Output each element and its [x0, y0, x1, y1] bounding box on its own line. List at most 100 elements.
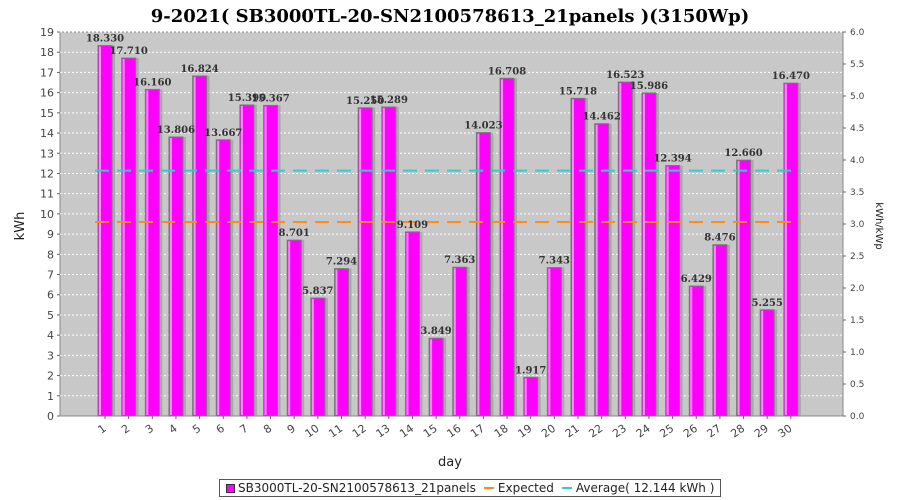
y-tick-label: 7	[47, 269, 54, 282]
x-tick-label: 1	[96, 422, 109, 437]
y2-tick-label: 2.0	[850, 284, 865, 294]
y2-tick-label: 3.0	[850, 220, 865, 230]
x-tick-label: 19	[515, 422, 534, 441]
x-tick-label: 25	[657, 422, 676, 441]
y-tick-label: 10	[40, 208, 54, 221]
y-tick-label: 19	[40, 26, 54, 39]
y-tick-label: 1	[47, 390, 54, 403]
x-tick-label: 30	[776, 422, 795, 441]
x-tick-label: 27	[705, 422, 724, 441]
data-label: 17.710	[110, 46, 148, 57]
bar-highlight	[240, 105, 243, 416]
x-tick-label: 4	[166, 422, 179, 437]
y-tick-label: 18	[40, 46, 54, 59]
bar-highlight	[169, 137, 172, 415]
y-tick-label: 13	[40, 147, 54, 160]
y-tick-label: 5	[47, 309, 54, 322]
y2-tick-label: 5.5	[850, 60, 864, 70]
data-label: 9.109	[397, 220, 428, 231]
data-label: 15.718	[559, 86, 597, 97]
y-tick-label: 8	[47, 248, 54, 261]
y-tick-label: 12	[40, 167, 54, 180]
bar-highlight	[430, 339, 433, 415]
y2-tick-label: 3.5	[850, 188, 864, 198]
bar-highlight	[146, 90, 149, 416]
data-label: 3.849	[420, 326, 451, 337]
y2-tick-label: 1.0	[850, 348, 865, 358]
bar-highlight	[737, 161, 740, 415]
bar-highlight	[217, 140, 220, 416]
y-tick-label: 16	[40, 87, 54, 100]
data-label: 18.330	[86, 34, 124, 45]
y2-tick-label: 0.0	[850, 412, 865, 422]
y-tick-label: 11	[40, 188, 54, 201]
bar-highlight	[453, 268, 456, 415]
legend-label-bar: SB3000TL-20-SN2100578613_21panels	[238, 481, 476, 495]
y2-tick-label: 2.5	[850, 252, 864, 262]
data-label: 16.160	[133, 77, 171, 88]
bar-highlight	[572, 99, 574, 416]
x-axis-label: day	[438, 455, 462, 470]
data-label: 7.363	[444, 255, 475, 266]
chart-title: 9-2021( SB3000TL-20-SN2100578613_21panel…	[151, 6, 749, 27]
data-label: 13.667	[204, 128, 242, 139]
data-label: 14.462	[583, 112, 621, 123]
bar-highlight	[619, 83, 622, 416]
legend-item-bar: SB3000TL-20-SN2100578613_21panels	[226, 481, 476, 495]
y-tick-label: 2	[47, 370, 54, 383]
bar-highlight	[406, 232, 409, 415]
data-label: 15.289	[370, 95, 408, 106]
legend-label-expected: Expected	[497, 481, 554, 495]
y-tick-label: 6	[47, 289, 54, 302]
x-tick-label: 18	[492, 422, 511, 441]
x-tick-label: 11	[326, 422, 345, 441]
y-tick-label: 14	[40, 127, 54, 140]
bar-highlight	[642, 93, 645, 416]
bar-highlight	[666, 166, 669, 415]
bar-highlight	[122, 59, 125, 415]
legend: SB3000TL-20-SN2100578613_21panels Expect…	[219, 479, 722, 497]
legend-swatch-bar	[226, 483, 235, 493]
bar-highlight	[382, 108, 385, 415]
bar-highlight	[524, 378, 527, 415]
legend-swatch-average	[561, 487, 572, 489]
reference-lines	[95, 169, 801, 223]
x-tick-label: 16	[445, 422, 464, 441]
data-label: 12.660	[724, 148, 762, 159]
bar-highlight	[288, 241, 291, 415]
x-tick-label: 26	[681, 422, 700, 441]
data-label: 16.470	[772, 71, 810, 82]
data-label: 16.708	[488, 66, 526, 77]
bar-highlight	[595, 124, 598, 416]
bar-highlight	[761, 310, 764, 415]
bar-highlight	[477, 133, 480, 416]
y-tick-label: 15	[40, 107, 54, 120]
data-label: 8.701	[279, 228, 310, 239]
y-axis-label: kWh	[13, 212, 28, 241]
data-label: 6.429	[681, 274, 712, 285]
data-label: 12.394	[653, 154, 691, 165]
y-tick-label: 4	[47, 329, 54, 342]
y2-tick-label: 4.5	[850, 124, 864, 134]
bar-highlight	[193, 76, 196, 416]
data-label: 15.986	[630, 81, 668, 92]
bar-highlight	[501, 79, 504, 416]
data-label: 15.390	[228, 93, 266, 104]
x-tick-label: 14	[397, 422, 416, 441]
x-tick-label: 12	[350, 422, 369, 441]
legend-item-average: Average( 12.144 kWh )	[561, 481, 714, 495]
y2-axis-label: kWh/kWp	[873, 202, 884, 249]
x-tick-label: 28	[728, 422, 747, 441]
x-tick-label: 17	[468, 422, 487, 441]
data-label: 14.023	[464, 121, 502, 132]
data-label: 16.523	[606, 70, 644, 81]
bar-highlight	[311, 299, 314, 415]
x-tick-label: 10	[303, 422, 322, 441]
x-tick-label: 21	[563, 422, 582, 441]
x-tick-label: 13	[374, 422, 393, 441]
x-tick-label: 15	[421, 422, 440, 441]
y-tick-label: 17	[40, 66, 54, 79]
data-label: 13.806	[157, 125, 195, 136]
